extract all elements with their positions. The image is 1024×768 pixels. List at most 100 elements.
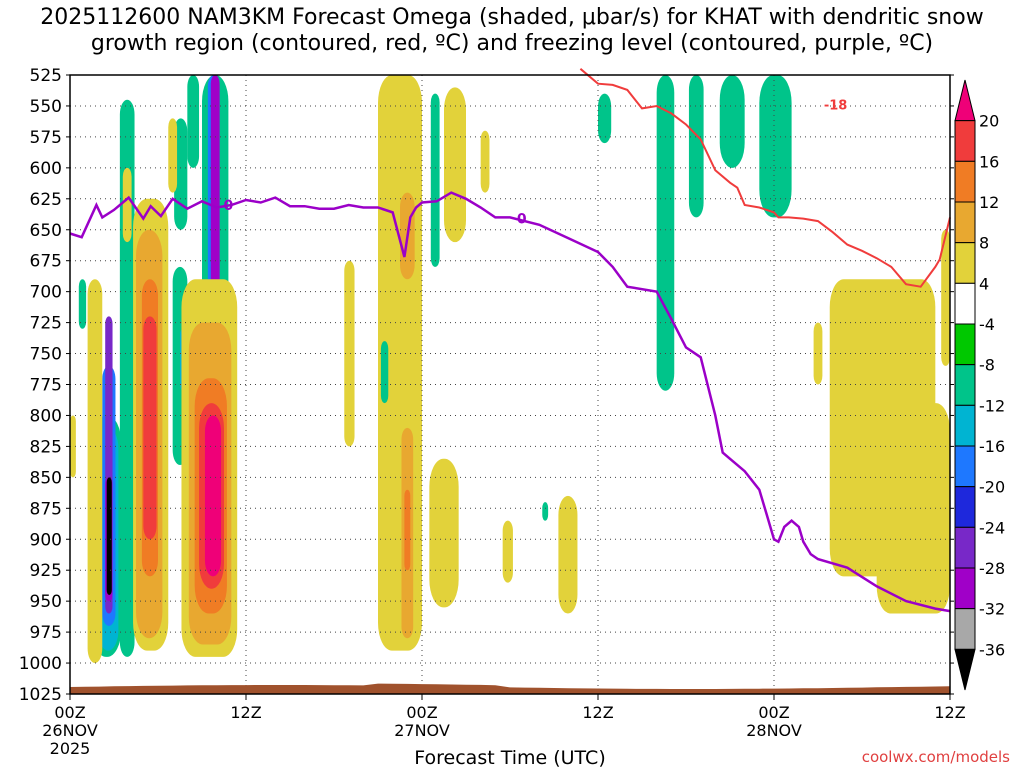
colorbar-label: 4 — [979, 274, 989, 293]
omega-cell — [404, 489, 411, 571]
colorbar-label: -24 — [979, 518, 1005, 537]
x-tick-label: 00Z — [406, 703, 437, 722]
colorbar-segment — [954, 404, 976, 447]
y-tick-label: 950 — [30, 592, 62, 612]
colorbar-label: -36 — [979, 640, 1005, 659]
colorbar-label: -4 — [979, 315, 995, 334]
omega-cell — [168, 118, 178, 193]
colorbar-segment — [954, 201, 976, 244]
colorbar-label: -12 — [979, 396, 1005, 415]
watermark: coolwx.com/models — [861, 748, 1010, 766]
y-tick-label: 1000 — [19, 654, 62, 674]
y-tick-label: 550 — [30, 97, 62, 117]
colorbar-label: 12 — [979, 193, 999, 212]
x-tick-label: 00Z — [758, 703, 789, 722]
colorbar-segment — [954, 242, 976, 284]
y-tick-label: 525 — [30, 66, 62, 86]
grid-lines — [70, 75, 950, 694]
colorbar-label: -28 — [979, 559, 1005, 578]
omega-cell — [106, 477, 112, 595]
colorbar-segment — [954, 79, 976, 122]
omega-cell — [70, 415, 76, 478]
colorbar-segment — [954, 648, 976, 691]
colorbar: 20 16 12 8 4 -4 -8 -12 -16 -20 -24 -28 -32 -36 — [954, 79, 1005, 691]
colorbar-label: -16 — [979, 437, 1005, 456]
colorbar-segment — [954, 567, 976, 610]
y-tick-label: 625 — [30, 190, 62, 210]
colorbar-segment — [954, 608, 976, 650]
colorbar-label: -20 — [979, 478, 1005, 497]
x-axis-title: Forecast Time (UTC) — [414, 747, 605, 768]
colorbar-segment — [954, 323, 976, 366]
omega-cell — [78, 279, 87, 329]
y-tick-label: 700 — [30, 283, 62, 303]
omega-cell — [813, 322, 823, 385]
omega-cell — [542, 502, 549, 521]
y-tick-label: 600 — [30, 159, 62, 179]
y-tick-label: 825 — [30, 437, 62, 457]
colorbar-label: 8 — [979, 234, 989, 253]
omega-cell — [480, 130, 490, 193]
omega-cell — [210, 75, 220, 317]
dgz-contour-label: -18 — [824, 99, 848, 114]
colorbar-label: 20 — [979, 112, 999, 131]
omega-cell — [429, 458, 459, 608]
omega-cell — [204, 415, 222, 577]
colorbar-segment — [954, 526, 976, 569]
x-tick-date-label: 27NOV — [394, 721, 450, 740]
omega-cell — [558, 495, 578, 614]
y-tick-label: 975 — [30, 623, 62, 643]
omega-cell — [87, 279, 103, 664]
omega-cell — [119, 99, 135, 657]
colorbar-segment — [954, 364, 976, 406]
freezing-level-label: 0 — [517, 212, 527, 228]
y-tick-label: 775 — [30, 376, 62, 396]
colorbar-segment — [954, 486, 976, 528]
dgz-contour-line — [579, 68, 951, 288]
y-tick-label: 750 — [30, 345, 62, 365]
omega-cell — [187, 75, 200, 168]
colorbar-label: 16 — [979, 152, 999, 171]
y-tick-label: 575 — [30, 128, 62, 148]
colorbar-label: -32 — [979, 600, 1005, 619]
colorbar-label: -8 — [979, 356, 995, 375]
colorbar-segment — [954, 282, 976, 325]
colorbar-segment — [954, 120, 976, 162]
y-tick-label: 875 — [30, 499, 62, 519]
x-tick-year-label: 2025 — [50, 739, 91, 758]
y-tick-label: 900 — [30, 530, 62, 550]
y-tick-label: 725 — [30, 314, 62, 334]
y-tick-label: 800 — [30, 406, 62, 426]
omega-shading — [70, 75, 950, 664]
omega-cell — [444, 87, 466, 243]
chart-title-line-2: growth region (contoured, red, ºC) and f… — [90, 31, 934, 56]
y-tick-label: 850 — [30, 468, 62, 488]
omega-cell — [143, 316, 157, 540]
freezing-level-label: 0 — [224, 198, 234, 214]
colorbar-segment — [954, 160, 976, 203]
omega-cell — [344, 260, 355, 447]
y-tick-label: 650 — [30, 221, 62, 241]
terrain-strip — [70, 683, 950, 694]
y-axis: 525 550 575 600 625 650 675 700 725 750 775 800 825 8… — [19, 66, 954, 705]
omega-cell — [759, 75, 792, 218]
x-tick-date-label: 26NOV — [42, 721, 98, 740]
omega-cell — [430, 93, 440, 267]
x-tick-label: 12Z — [230, 703, 261, 722]
x-tick-label: 12Z — [934, 703, 965, 722]
omega-cell — [502, 520, 513, 583]
freezing-level-line — [69, 191, 951, 613]
omega-cell — [656, 75, 675, 391]
chart-title-line-1: 2025112600 NAM3KM Forecast Omega (shaded… — [40, 5, 984, 30]
y-tick-label: 925 — [30, 561, 62, 581]
omega-cell — [598, 93, 612, 144]
colorbar-segment — [954, 445, 976, 488]
y-tick-label: 1025 — [19, 685, 62, 705]
omega-cell — [688, 75, 704, 218]
y-tick-label: 675 — [30, 252, 62, 272]
x-tick-label: 00Z — [54, 703, 85, 722]
omega-cell — [122, 167, 132, 243]
omega-cell — [876, 403, 950, 614]
